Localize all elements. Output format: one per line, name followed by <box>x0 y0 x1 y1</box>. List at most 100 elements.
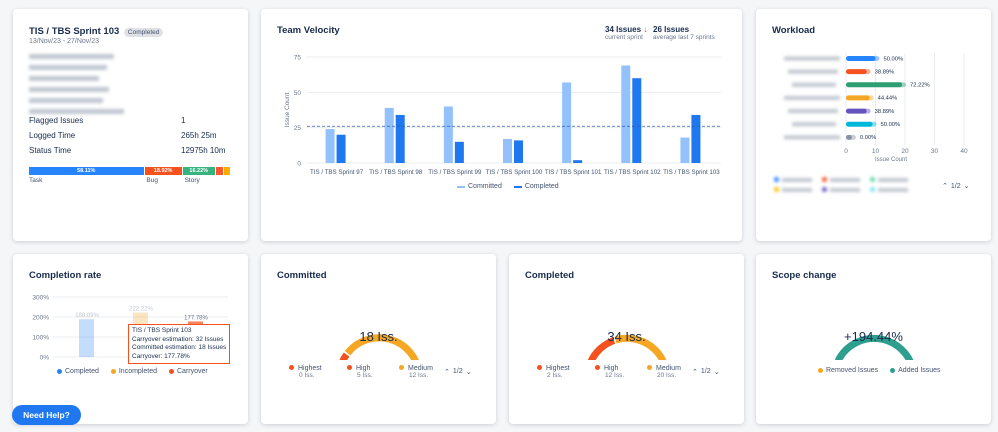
x-tick-label: TIS / TBS Sprint 97 <box>310 169 364 176</box>
chevron-down-icon[interactable]: ⌄ <box>713 369 720 376</box>
average-issues-label: average last 7 sprints <box>653 34 715 41</box>
workload-bar-extension <box>862 108 871 114</box>
logged-time-label: Logged Time <box>29 131 76 140</box>
workload-bar-label: 0.00% <box>860 135 876 141</box>
legend-completed[interactable]: Completed <box>57 368 99 375</box>
chevron-down-icon[interactable]: ⌄ <box>465 369 472 376</box>
completed-pager[interactable]: ⌃ 1/2 ⌄ <box>692 368 719 376</box>
x-tick-label: TIS / TBS Sprint 101 <box>545 169 602 176</box>
blurred-assignee-name <box>792 82 836 87</box>
x-tick-label: 10 <box>872 148 880 155</box>
priority-legend-item[interactable]: Medium 12 Iss. <box>399 365 433 379</box>
priority-legend-item[interactable]: Medium 20 Iss. <box>647 365 681 379</box>
x-tick-label: TIS / TBS Sprint 99 <box>428 169 482 176</box>
priority-legend-item[interactable]: Highest 2 Iss. <box>537 365 570 379</box>
completion-bar-label: 188.89% <box>75 313 99 319</box>
completed-center-value: 34 Iss. <box>607 329 646 344</box>
scope-change-title: Scope change <box>772 270 837 281</box>
type-bar-label: Task <box>29 177 43 184</box>
chevron-down-icon[interactable]: ⌄ <box>963 183 970 190</box>
arrow-down-icon: ↓ <box>643 25 648 34</box>
workload-chart[interactable]: 0 10 20 30 40 Issue Count 50.00% 38.89% 72.22% 44… <box>756 47 991 177</box>
priority-legend-item[interactable]: High 12 Iss. <box>595 365 624 379</box>
legend-value: 12 Iss. <box>409 372 429 379</box>
legend-dot <box>347 365 352 370</box>
issue-type-bar[interactable]: 58.11% 18.92% 16.22% <box>29 167 231 175</box>
velocity-bar <box>325 129 335 163</box>
committed-gauge[interactable] <box>261 290 496 360</box>
legend-completed-label: Completed <box>524 183 559 190</box>
scope-change-card: Scope change +194.44% Removed Issues Add… <box>756 254 991 424</box>
velocity-bar <box>680 137 690 163</box>
chevron-up-icon[interactable]: ⌃ <box>692 369 698 376</box>
completed-gauge[interactable] <box>509 290 744 360</box>
tooltip-line-1: Carryover estimation: 32 Issues <box>132 335 224 343</box>
legend-committed[interactable]: Committed <box>457 183 502 190</box>
y-tick-label: 50 <box>294 90 302 97</box>
committed-card: Committed 18 Iss. Highest 0 Iss. High 5 Iss… <box>261 254 496 424</box>
priority-legend-item[interactable]: Highest 0 Iss. <box>289 365 322 379</box>
scope-center-value: +194.44% <box>844 329 903 344</box>
y-tick-label: 200% <box>32 315 49 322</box>
velocity-bar <box>454 141 464 163</box>
legend-incompleted[interactable]: Incompleted <box>110 368 157 375</box>
tooltip-line-2: Committed estimation: 18 Issues <box>132 344 227 351</box>
y-tick-label: 0% <box>40 355 50 362</box>
workload-pager[interactable]: ⌃ 1/2 ⌄ <box>942 182 970 191</box>
legend-carryover[interactable]: Carryover <box>169 368 208 375</box>
workload-bar-extension <box>865 95 874 101</box>
logged-time-value: 265h 25m <box>181 131 217 140</box>
blurred-assignee-name <box>788 69 838 74</box>
sprint-title[interactable]: TIS / TBS Sprint 103 Completed <box>29 26 164 37</box>
x-tick-label: TIS / TBS Sprint 103 <box>663 169 720 176</box>
tooltip-line-3: Carryover: 177.78% <box>132 352 190 360</box>
chevron-up-icon[interactable]: ⌃ <box>444 369 450 376</box>
legend-completed[interactable]: Completed <box>513 183 559 190</box>
current-issues-value: 34 Issues <box>605 25 642 34</box>
committed-pager-text: 1/2 <box>452 368 463 375</box>
completion-rate-title: Completion rate <box>29 270 102 281</box>
y-tick-label: 25 <box>294 125 302 132</box>
velocity-title: Team Velocity <box>277 25 340 36</box>
committed-title: Committed <box>277 270 327 281</box>
x-tick-label: 40 <box>960 148 968 155</box>
committed-pager[interactable]: ⌃ 1/2 ⌄ <box>444 368 471 376</box>
velocity-chart[interactable]: 0 25 50 75 Issue Count TIS / TBS Sprint 97 TIS… <box>261 51 742 241</box>
chevron-up-icon[interactable]: ⌃ <box>942 183 948 190</box>
workload-bar-label: 50.00% <box>881 122 901 128</box>
current-issues-label: current sprint <box>605 34 643 41</box>
velocity-bar <box>503 138 512 163</box>
legend-added[interactable]: Added Issues <box>890 367 941 374</box>
type-bar-segment[interactable]: 18.92% <box>144 167 182 175</box>
legend-name: High <box>604 365 619 372</box>
legend-value: 0 Iss. <box>299 372 315 379</box>
legend-name: Highest <box>298 365 322 372</box>
y-tick-label: 75 <box>294 55 302 62</box>
workload-bar-label: 44.44% <box>878 96 898 102</box>
workload-bar <box>846 69 867 75</box>
issue-type-labels: Task Bug Story <box>29 177 231 187</box>
type-bar-label: Bug <box>146 177 158 184</box>
blurred-goal-text <box>29 54 139 114</box>
workload-bar <box>846 134 852 140</box>
workload-bar-extension <box>862 69 871 75</box>
legend-name: Medium <box>656 365 681 372</box>
need-help-button[interactable]: Need Help? <box>12 405 81 425</box>
velocity-bar <box>384 107 394 163</box>
legend-removed[interactable]: Removed Issues <box>818 367 878 374</box>
legend-name: Medium <box>408 365 433 372</box>
velocity-bar <box>691 114 701 163</box>
type-bar-segment[interactable]: 16.22% <box>182 167 215 175</box>
legend-dot <box>647 365 652 370</box>
type-bar-segment[interactable] <box>215 167 224 175</box>
workload-bar-extension <box>898 82 907 88</box>
type-bar-segment[interactable] <box>224 167 231 175</box>
scope-gauge[interactable] <box>756 290 991 360</box>
completion-rate-card: Completion rate 0% 100% 200% 300% 188.89% 222… <box>13 254 248 424</box>
legend-dot <box>399 365 404 370</box>
velocity-bar <box>514 140 523 163</box>
type-bar-segment[interactable]: 58.11% <box>29 167 144 175</box>
priority-legend-item[interactable]: High 5 Iss. <box>347 365 373 379</box>
blurred-assignee-name <box>784 56 840 61</box>
legend-carryover-label: Carryover <box>177 368 208 375</box>
